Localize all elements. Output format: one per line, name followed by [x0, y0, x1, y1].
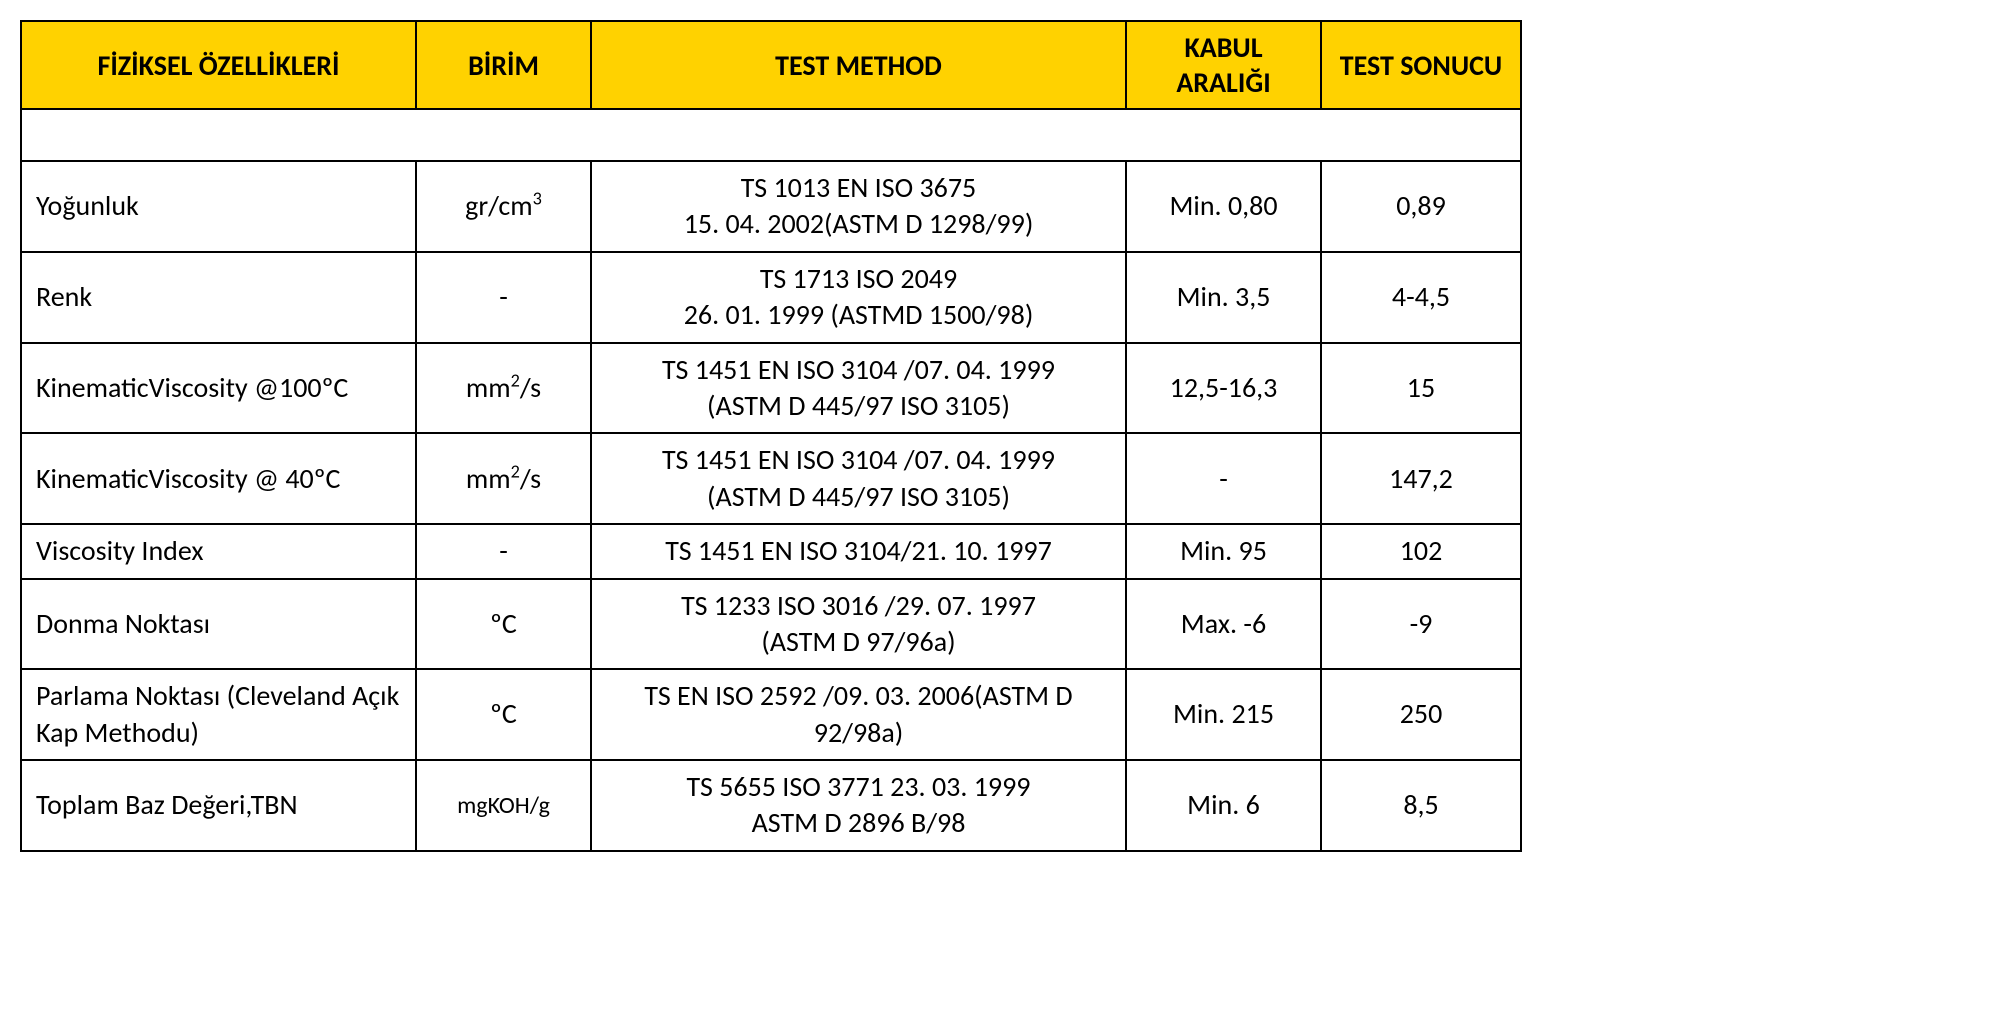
- cell-result: 147,2: [1321, 433, 1521, 524]
- cell-range: -: [1126, 433, 1321, 524]
- cell-property: Renk: [21, 252, 416, 343]
- cell-unit: -: [416, 252, 591, 343]
- cell-result: 8,5: [1321, 760, 1521, 851]
- cell-range: Min. 95: [1126, 524, 1321, 578]
- cell-method: TS 1233 ISO 3016 /29. 07. 1997(ASTM D 97…: [591, 579, 1126, 670]
- cell-method: TS 1451 EN ISO 3104 /07. 04. 1999(ASTM D…: [591, 343, 1126, 434]
- cell-property: Yoğunluk: [21, 161, 416, 252]
- cell-result: 0,89: [1321, 161, 1521, 252]
- table-row: Renk-TS 1713 ISO 204926. 01. 1999 (ASTMD…: [21, 252, 1521, 343]
- table-row: Parlama Noktası (Cleveland Açık Kap Meth…: [21, 669, 1521, 760]
- table-row: KinematicViscosity @ 40ºCmm2/sTS 1451 EN…: [21, 433, 1521, 524]
- cell-unit: mgKOH/g: [416, 760, 591, 851]
- cell-property: Donma Noktası: [21, 579, 416, 670]
- cell-property: Parlama Noktası (Cleveland Açık Kap Meth…: [21, 669, 416, 760]
- cell-property: KinematicViscosity @ 40ºC: [21, 433, 416, 524]
- cell-result: 15: [1321, 343, 1521, 434]
- col-header-result: TEST SONUCU: [1321, 21, 1521, 109]
- spacer-cell: [21, 109, 1521, 161]
- cell-range: Max. -6: [1126, 579, 1321, 670]
- cell-method: TS 5655 ISO 3771 23. 03. 1999ASTM D 2896…: [591, 760, 1126, 851]
- cell-method: TS 1013 EN ISO 367515. 04. 2002(ASTM D 1…: [591, 161, 1126, 252]
- cell-method: TS 1713 ISO 204926. 01. 1999 (ASTMD 1500…: [591, 252, 1126, 343]
- table-body: Yoğunlukgr/cm3TS 1013 EN ISO 367515. 04.…: [21, 109, 1521, 851]
- cell-unit: ºC: [416, 579, 591, 670]
- spacer-row: [21, 109, 1521, 161]
- cell-method: TS EN ISO 2592 /09. 03. 2006(ASTM D 92/9…: [591, 669, 1126, 760]
- cell-property: Viscosity Index: [21, 524, 416, 578]
- cell-unit: -: [416, 524, 591, 578]
- cell-method: TS 1451 EN ISO 3104/21. 10. 1997: [591, 524, 1126, 578]
- cell-unit: mm2/s: [416, 433, 591, 524]
- cell-result: 4-4,5: [1321, 252, 1521, 343]
- cell-result: 250: [1321, 669, 1521, 760]
- cell-result: 102: [1321, 524, 1521, 578]
- table-row: Toplam Baz Değeri,TBNmgKOH/gTS 5655 ISO …: [21, 760, 1521, 851]
- table-row: Viscosity Index-TS 1451 EN ISO 3104/21. …: [21, 524, 1521, 578]
- cell-property: KinematicViscosity @100ºC: [21, 343, 416, 434]
- col-header-method: TEST METHOD: [591, 21, 1126, 109]
- cell-result: -9: [1321, 579, 1521, 670]
- col-header-unit: BİRİM: [416, 21, 591, 109]
- table-row: KinematicViscosity @100ºCmm2/sTS 1451 EN…: [21, 343, 1521, 434]
- col-header-property: FİZİKSEL ÖZELLİKLERİ: [21, 21, 416, 109]
- cell-range: Min. 0,80: [1126, 161, 1321, 252]
- cell-unit: gr/cm3: [416, 161, 591, 252]
- cell-range: Min. 215: [1126, 669, 1321, 760]
- cell-property: Toplam Baz Değeri,TBN: [21, 760, 416, 851]
- cell-unit: ºC: [416, 669, 591, 760]
- cell-unit: mm2/s: [416, 343, 591, 434]
- cell-range: Min. 6: [1126, 760, 1321, 851]
- col-header-range: KABUL ARALIĞI: [1126, 21, 1321, 109]
- cell-method: TS 1451 EN ISO 3104 /07. 04. 1999(ASTM D…: [591, 433, 1126, 524]
- cell-range: 12,5-16,3: [1126, 343, 1321, 434]
- spec-table: FİZİKSEL ÖZELLİKLERİ BİRİM TEST METHOD K…: [20, 20, 1522, 852]
- table-row: Yoğunlukgr/cm3TS 1013 EN ISO 367515. 04.…: [21, 161, 1521, 252]
- cell-range: Min. 3,5: [1126, 252, 1321, 343]
- table-header-row: FİZİKSEL ÖZELLİKLERİ BİRİM TEST METHOD K…: [21, 21, 1521, 109]
- table-row: Donma NoktasıºCTS 1233 ISO 3016 /29. 07.…: [21, 579, 1521, 670]
